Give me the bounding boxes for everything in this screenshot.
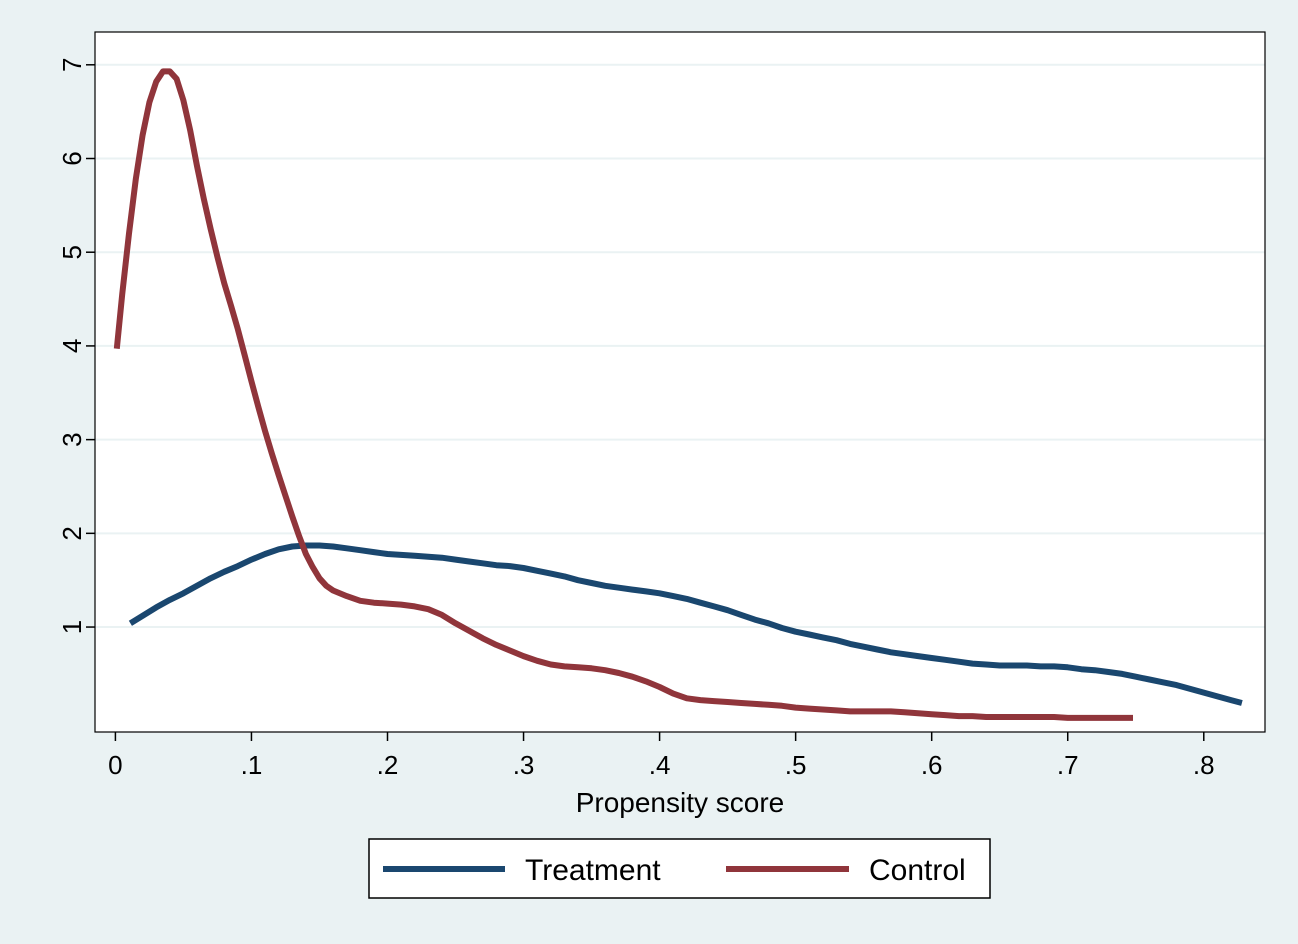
x-tick-label-7: .7 xyxy=(1057,750,1079,780)
x-tick-label-6: .6 xyxy=(921,750,943,780)
x-tick-label-2: .2 xyxy=(377,750,399,780)
legend-label-control: Control xyxy=(869,854,966,887)
y-tick-label-5: 6 xyxy=(57,151,87,165)
plot-region-background xyxy=(95,32,1265,732)
x-tick-label-1: .1 xyxy=(241,750,263,780)
x-tick-label-5: .5 xyxy=(785,750,807,780)
series-line-control xyxy=(113,68,1133,721)
y-tick-label-1: 2 xyxy=(57,526,87,540)
series-line-treatment xyxy=(128,542,1243,706)
series-layer xyxy=(113,68,1243,721)
y-tick-label-2: 3 xyxy=(57,432,87,446)
y-tick-label-4: 5 xyxy=(57,245,87,259)
y-tick-label-6: 7 xyxy=(57,58,87,72)
gridlines xyxy=(95,63,1265,629)
y-tick-label-3: 4 xyxy=(57,339,87,353)
x-axis-title: Propensity score xyxy=(576,787,785,818)
legend: Treatment Control xyxy=(368,838,991,899)
x-tick-label-3: .3 xyxy=(513,750,535,780)
plot-frame xyxy=(94,31,1266,733)
y-tick-label-0: 1 xyxy=(57,620,87,634)
ticks-layer: 1 2 3 4 5 6 7 0 .1 .2 .3 .4 .5 .6 .7 .8 xyxy=(57,58,1215,780)
x-tick-label-4: .4 xyxy=(649,750,671,780)
legend-label-treatment: Treatment xyxy=(525,854,661,887)
x-tick-label-0: 0 xyxy=(108,750,122,780)
x-tick-label-8: .8 xyxy=(1193,750,1215,780)
axes-layer xyxy=(94,31,1266,733)
